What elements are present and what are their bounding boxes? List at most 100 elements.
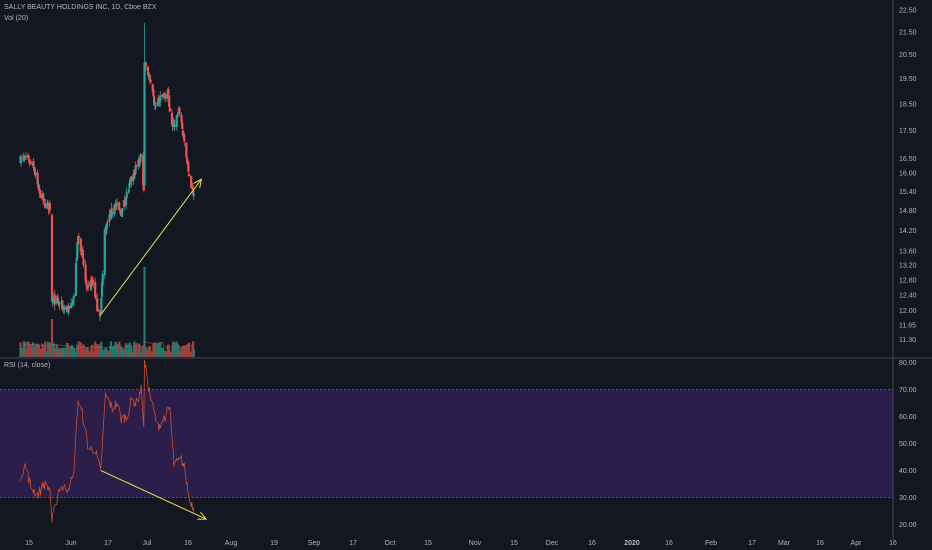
time-tick-label: 16	[588, 540, 596, 547]
candle-body	[187, 174, 191, 177]
candle-body	[113, 205, 116, 215]
candle-body	[27, 158, 30, 160]
price-tick-label: 11.30	[899, 337, 916, 344]
candle-body	[65, 306, 68, 311]
rsi-axis: 80.00 70.00 60.00 50.00 40.00 30.00 20.00	[899, 360, 917, 529]
volume-bar	[50, 319, 54, 357]
rsi-trendline-segment	[100, 470, 207, 520]
volume-bar	[125, 344, 128, 357]
candle-body	[23, 158, 26, 160]
candle-body	[70, 304, 73, 306]
volume-bar	[130, 351, 133, 357]
candle-body	[142, 186, 145, 191]
volume-bar	[63, 347, 66, 357]
candle-body	[125, 192, 128, 199]
volume-bar	[100, 341, 103, 357]
rsi-line	[20, 359, 195, 523]
candle-body	[72, 300, 75, 306]
price-trendline-segment-arrow	[193, 178, 203, 189]
candle-body	[147, 76, 150, 78]
rsi-path	[20, 359, 195, 523]
candle-body	[24, 155, 28, 157]
candle-body	[139, 156, 142, 162]
candle-body	[96, 308, 100, 311]
time-tick-label: Jun	[65, 540, 76, 547]
volume-bar	[68, 347, 71, 357]
candle-body	[106, 221, 109, 223]
candle-body	[192, 188, 195, 195]
candle-body	[182, 132, 185, 136]
candle-body	[76, 242, 79, 258]
candle-body	[142, 155, 145, 186]
rsi-tick-label: 50.00	[899, 441, 917, 448]
candle-body	[180, 114, 183, 123]
volume-bar	[72, 347, 76, 357]
volume-bar	[29, 344, 32, 357]
price-tick-label: 12.00	[899, 308, 917, 315]
candle-body	[158, 100, 161, 103]
time-tick-label: 17	[748, 540, 756, 547]
time-tick-label: 15	[510, 540, 518, 547]
candle-body	[178, 107, 181, 115]
candle-body	[20, 156, 23, 163]
candle-body	[161, 96, 165, 98]
candle-body	[61, 300, 64, 309]
price-tick-label: 19.50	[899, 76, 917, 83]
volume-bar	[149, 350, 152, 357]
price-tick-label: 13.60	[899, 248, 917, 255]
volume-bar	[144, 347, 147, 357]
candle-body	[119, 210, 122, 215]
candle-body	[100, 282, 104, 297]
candle-body	[67, 307, 70, 311]
candle-body	[148, 75, 151, 77]
volume-bar	[34, 343, 37, 357]
volume-bar	[41, 345, 45, 357]
candle-body	[75, 257, 78, 262]
candle-body	[127, 189, 130, 193]
volume-bar	[187, 342, 191, 357]
time-tick-label: 17	[349, 540, 357, 547]
candle-body	[105, 223, 108, 229]
volume-bar	[96, 344, 100, 357]
volume-bar	[129, 346, 132, 357]
candle-body	[176, 114, 179, 118]
candle-body	[86, 285, 89, 288]
candle-body	[24, 156, 27, 158]
volume-bar	[163, 350, 167, 357]
candle-body	[48, 203, 52, 210]
candle-body	[173, 124, 176, 128]
candle-body	[170, 112, 174, 125]
volume-bar	[58, 348, 61, 357]
price-tick-label: 16.50	[899, 156, 917, 163]
candle-body	[85, 279, 88, 285]
volume-bar	[142, 345, 145, 357]
candle-body	[181, 122, 184, 129]
candle-body	[22, 156, 25, 158]
time-tick-label: 17	[104, 540, 112, 547]
candle-body	[130, 176, 133, 183]
volume-bar	[168, 351, 171, 357]
candle-body	[22, 157, 26, 159]
time-tick-label: Sep	[308, 540, 321, 547]
price-tick-label: 13.20	[899, 263, 917, 270]
volume-bar	[77, 341, 80, 357]
candle-body	[157, 99, 160, 101]
time-tick-label: Oct	[385, 540, 396, 547]
price-tick-label: 16.00	[899, 171, 917, 178]
candle-body	[166, 93, 169, 99]
volume-bar	[24, 349, 28, 357]
candle-body	[57, 298, 60, 304]
candle-body	[81, 249, 84, 258]
candle-body	[50, 214, 54, 301]
candle-body	[68, 305, 71, 310]
candle-body	[167, 89, 170, 95]
volume-bar	[116, 344, 119, 357]
volume-bar	[159, 342, 162, 357]
candle-body	[185, 142, 188, 158]
candle-body	[103, 229, 106, 276]
rsi-label: RSI (14, close)	[4, 362, 51, 369]
time-tick-label: Apr	[851, 540, 863, 547]
volume-bar	[143, 267, 146, 357]
candle-body	[96, 298, 99, 311]
candle-body	[100, 297, 103, 312]
